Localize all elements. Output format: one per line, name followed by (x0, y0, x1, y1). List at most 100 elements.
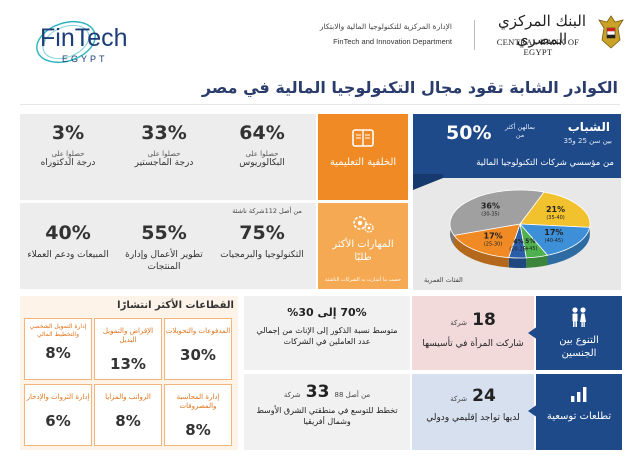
sector-payroll-name: الرواتب والمزايا (105, 393, 151, 401)
sector-payroll-pct: 8% (115, 411, 141, 430)
fintech-logo-sub: EGYPT (62, 54, 108, 64)
header-divider (474, 20, 475, 50)
youth-more-than: بمالهن أكثر من (505, 123, 535, 139)
expansion-count-panel (412, 374, 534, 450)
age-groups-label: الفئات العمرية (424, 276, 463, 284)
gender-count-panel (412, 296, 534, 370)
pie-slice-side (526, 255, 548, 268)
sector-accounting-name: إدارة المحاسبة والمصروفات (176, 393, 220, 410)
stat-phd-pct: 3% (51, 122, 85, 144)
gender-ratio: 70% إلى 30% (287, 306, 367, 319)
skill-tech: 75% التكنولوجيا والبرمجيات (214, 222, 310, 262)
sector-wealth-name: إدارة الثروات والإدخار (26, 393, 90, 401)
pie-slice-range: (25-30) (484, 242, 502, 248)
stat-phd-sub: حصلوا على (51, 150, 85, 158)
pie-slice-side (508, 257, 527, 268)
youth-percentage: 50% (446, 122, 492, 144)
stat-bachelor: 64% حصلوا على البكالوريوس (214, 122, 310, 170)
sector-payments-pct: 30% (180, 345, 216, 364)
sectors-title: القطاعات الأكثر انتشارًا (117, 300, 234, 311)
stat-bachelor-sub: حصلوا على (245, 150, 279, 158)
expansion-count: 24 (472, 386, 496, 406)
skills-small-note: حسب ما أشارت به الشركات الناشئة (325, 277, 401, 283)
gender-count: 18 (472, 310, 496, 330)
pie-slice-range: (30-35) (481, 212, 499, 218)
sector-wealth-pct: 6% (45, 411, 71, 430)
pie-slice-side (454, 235, 509, 268)
department-english: FinTech and Innovation Department (333, 37, 452, 46)
pie-slice-label: 17% (484, 232, 503, 241)
pie-slice (449, 189, 545, 236)
sector-personal-finance-name: إدارة التمويل الشخصي والتخطيط المالي (29, 323, 87, 338)
pie-slice-label: 17% (544, 228, 563, 237)
skill-business-text: تطوير الأعمال وإدارة المنتجات (125, 250, 203, 272)
youth-description: من مؤسسي شركات التكنولوجيا المالية (476, 158, 614, 168)
youth-header-tab (413, 174, 443, 190)
expansion-arrow (528, 404, 538, 418)
skill-business-pct: 55% (141, 222, 187, 244)
youth-title: الشباب (567, 120, 610, 134)
people-icon (572, 307, 586, 327)
sector-accounting-pct: 8% (185, 420, 211, 439)
gender-arrow (528, 326, 538, 340)
youth-header (413, 114, 621, 178)
open-book-icon (352, 129, 374, 147)
pie-slice-label: 21% (546, 205, 565, 214)
skills-stats-panel (20, 203, 316, 289)
pie-slice-label: 4% (513, 238, 523, 245)
stat-master-pct: 33% (141, 122, 187, 144)
gender-label: التنوع بين الجنسين (559, 335, 599, 359)
header: FinTech EGYPT الإدارة المركزية للتكنولوج… (0, 0, 640, 76)
sector-card-wealth: إدارة الثروات والإدخار 6% (24, 384, 92, 446)
education-stats-panel (20, 114, 316, 200)
gender-ratio-panel (244, 296, 410, 370)
stat-master-text: درجة الماجستير (134, 158, 194, 168)
expansion-label-box: تطلعات توسعية (536, 374, 622, 450)
skills-label: المهارات الأكثر طلبًا (332, 239, 394, 263)
expansion-count-row: 24 شركة (420, 386, 526, 406)
skill-business: 55% تطوير الأعمال وإدارة المنتجات (116, 222, 212, 273)
pie-slice-range: (+45) (523, 246, 538, 252)
sector-lending-name: الإقراض والتمويل البديل (102, 327, 154, 344)
stat-phd: 3% حصلوا على درجة الدكتوراه (22, 122, 114, 170)
expansion-count-text: لديها تواجد إقليمي ودولي (426, 413, 520, 423)
expansion-plan-text: تخطط للتوسع في منطقتي الشرق الأوسط وشمال… (256, 406, 398, 426)
growth-chart-icon (571, 387, 587, 402)
expansion-plan-unit: شركة (283, 391, 301, 399)
skill-sales-text: المبيعات ودعم العملاء (27, 250, 109, 260)
pie-slice-label: 36% (481, 202, 500, 211)
stat-phd-text: درجة الدكتوراه (40, 158, 96, 168)
bank-name-arabic: البنك المركزي المصري (497, 12, 587, 48)
pie-slice-range: (35-40) (546, 215, 564, 221)
stat-master: 33% حصلوا على درجة الماجستير (116, 122, 212, 170)
gears-icon (353, 216, 374, 233)
education-label: الخلفية التعليمية (329, 157, 397, 168)
pie-slice (519, 223, 591, 256)
skills-note: من أصل 112شركة ناشئة (232, 207, 302, 215)
education-label-box: الخلفية التعليمية (318, 114, 408, 200)
sector-card-personal-finance: إدارة التمويل الشخصي والتخطيط المالي 8% (24, 318, 92, 380)
bank-name-english: CENTRAL BANK OF EGYPT (496, 37, 580, 57)
gender-count-unit: شركة (450, 319, 468, 327)
sector-payments-name: المدفوعات والتحويلات (165, 327, 231, 335)
expansion-plan-prefix: من أصل 88 (334, 391, 371, 399)
pie-slice-range: (20-25) (509, 246, 527, 252)
sector-card-accounting: إدارة المحاسبة والمصروفات 8% (164, 384, 232, 446)
skill-sales-pct: 40% (45, 222, 91, 244)
sector-card-lending: الإقراض والتمويل البديل 13% (94, 318, 162, 380)
stat-master-sub: حصلوا على (147, 150, 181, 158)
gender-count-row: 18 شركة (420, 310, 526, 330)
fintech-logo-swoosh (36, 20, 96, 64)
sector-lending-pct: 13% (110, 354, 146, 373)
expansion-plan-panel (244, 374, 410, 450)
sector-card-payroll: الرواتب والمزايا 8% (94, 384, 162, 446)
gender-label-box: التنوع بين الجنسين (536, 296, 622, 370)
skill-sales: 40% المبيعات ودعم العملاء (22, 222, 114, 262)
gender-ratio-text: متوسط نسبة الذكور إلى الإناث من إجمالي ع… (256, 326, 398, 346)
gender-count-text: شاركت المرأة في تأسيسها (422, 339, 524, 349)
page-title: الكوادر الشابة تقود مجال التكنولوجيا الم… (201, 78, 618, 97)
pie-slice-range: (40-45) (545, 238, 563, 244)
skill-tech-text: التكنولوجيا والبرمجيات (220, 250, 304, 260)
stat-bachelor-text: البكالوريوس (239, 158, 285, 168)
pie-slice (453, 223, 521, 258)
